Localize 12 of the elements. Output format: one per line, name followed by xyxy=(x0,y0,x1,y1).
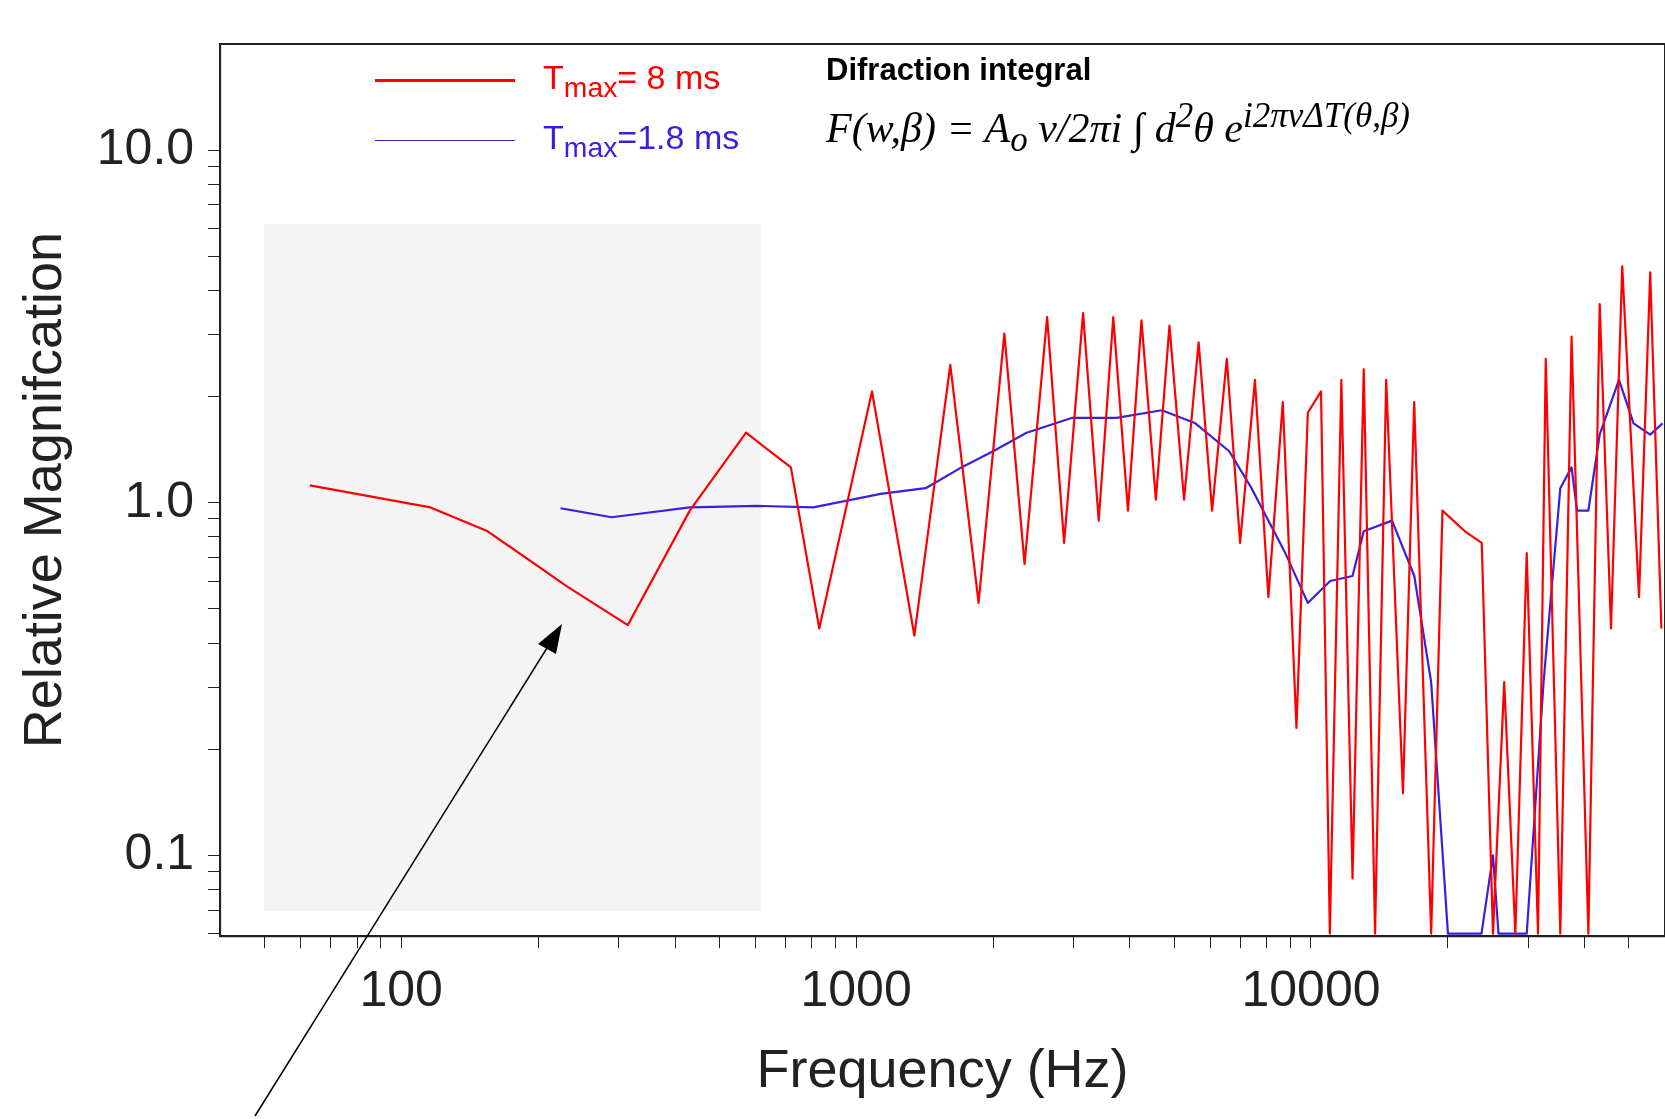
x-tick-label: 10000 xyxy=(1241,960,1381,1017)
y-axis-title: Relative Magnifcation xyxy=(12,231,73,749)
y-tick-label: 1.0 xyxy=(124,471,195,528)
annotation: F(w,β) = A$_{o}$ ν/2πi ∫ d$^{2}$θ e$^{i2πνΔT(θ,β)}$ xyxy=(826,96,1410,161)
x-axis-title: Frequency (Hz) xyxy=(756,1038,1129,1099)
legend-label: T$_{max}$= 8 ms xyxy=(543,58,721,104)
annotation: Difraction integral xyxy=(826,52,1092,88)
y-tick-label: 10.0 xyxy=(96,118,195,175)
x-tick-label: 100 xyxy=(359,960,443,1017)
x-tick-label: 1000 xyxy=(800,960,912,1017)
legend-label: T$_{max}$=1.8 ms xyxy=(543,117,740,164)
y-tick-label: 0.1 xyxy=(124,824,195,881)
